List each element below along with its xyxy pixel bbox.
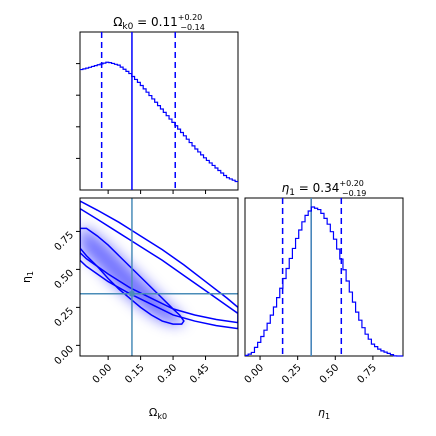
joint-panel: 0.00 0.15 0.30 0.45 0.00 0.25 0.50 0.75 Ωk0 η1 bbox=[20, 197, 239, 421]
joint-contour bbox=[80, 200, 238, 330]
eta-marginal-panel: 0.00 0.25 0.50 0.75 η1 = 0.34+0.20 −0.19 η1 bbox=[243, 179, 404, 421]
eta-marginal-frame bbox=[244, 197, 404, 357]
joint-y-ticks: 0.00 0.25 0.50 0.75 bbox=[53, 230, 80, 367]
omega-marginal-title: Ωk0 = 0.11+0.20 −0.14 bbox=[113, 13, 205, 32]
joint-x-tick-label: 0.00 bbox=[91, 362, 115, 386]
eta-x-tick-label: 0.25 bbox=[280, 362, 304, 386]
joint-density-layer bbox=[80, 198, 238, 356]
omega-marginal-ticks bbox=[76, 63, 207, 194]
omega-marginal-panel: Ωk0 = 0.11+0.20 −0.14 bbox=[76, 13, 239, 194]
joint-contour bbox=[80, 207, 238, 324]
truth-marker bbox=[129, 291, 135, 297]
eta-x-label: η1 bbox=[318, 406, 330, 421]
eta-marginal-title: η1 = 0.34+0.20 −0.19 bbox=[282, 179, 367, 198]
omega-marginal-frame bbox=[79, 31, 239, 191]
joint-y-tick-label: 0.75 bbox=[53, 230, 77, 254]
eta-x-tick-label: 0.75 bbox=[356, 362, 380, 386]
joint-y-tick-label: 0.50 bbox=[53, 268, 77, 292]
joint-frame bbox=[79, 197, 239, 357]
joint-contour bbox=[80, 227, 185, 325]
eta-x-tick-label: 0.50 bbox=[318, 362, 342, 386]
joint-x-label: Ωk0 bbox=[149, 406, 167, 421]
eta-x-tick-label: 0.00 bbox=[243, 362, 267, 386]
joint-y-tick-label: 0.00 bbox=[53, 344, 77, 368]
joint-y-tick-label: 0.25 bbox=[53, 306, 77, 330]
omega-histogram-line bbox=[80, 61, 238, 183]
eta-x-ticks: 0.00 0.25 0.50 0.75 bbox=[243, 356, 379, 386]
joint-x-tick-label: 0.45 bbox=[188, 362, 212, 386]
eta-quantile-lines bbox=[281, 198, 343, 356]
joint-y-label: η1 bbox=[20, 271, 35, 283]
omega-quantile-lines bbox=[100, 32, 176, 190]
joint-x-ticks: 0.00 0.15 0.30 0.45 bbox=[91, 356, 212, 386]
joint-contours bbox=[80, 200, 238, 330]
joint-x-tick-label: 0.15 bbox=[123, 362, 147, 386]
eta-histogram-line bbox=[245, 206, 403, 357]
joint-x-tick-label: 0.30 bbox=[156, 362, 180, 386]
